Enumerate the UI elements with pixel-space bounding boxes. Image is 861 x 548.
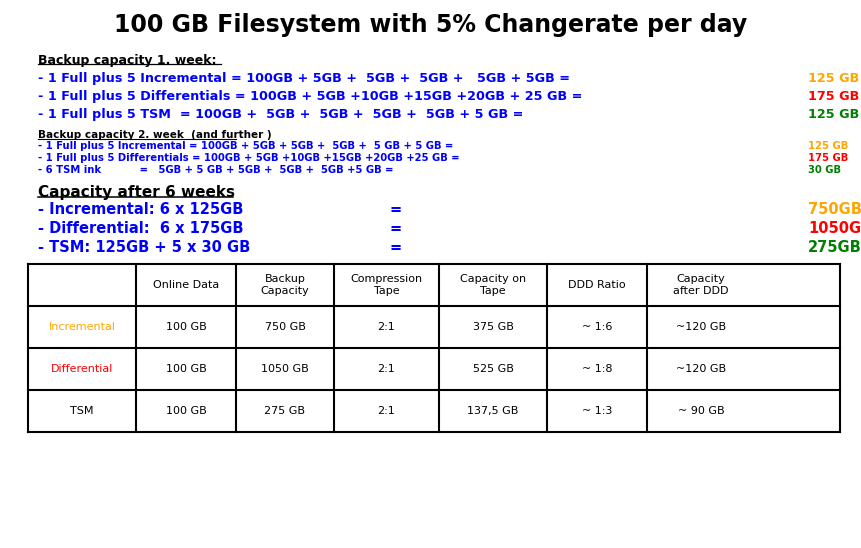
Text: 175 GB: 175 GB [807,90,858,103]
Text: 100 GB: 100 GB [165,364,206,374]
Text: 2:1: 2:1 [377,322,395,332]
Text: 125 GB: 125 GB [807,72,858,85]
Text: TSM: TSM [70,406,94,416]
Text: 100 GB: 100 GB [165,406,206,416]
Text: Online Data: Online Data [152,280,219,290]
Text: =: = [389,240,402,255]
Text: 375 GB: 375 GB [472,322,513,332]
Text: - 1 Full plus 5 Incremental = 100GB + 5GB +  5GB +  5GB +   5GB + 5GB =: - 1 Full plus 5 Incremental = 100GB + 5G… [38,72,573,85]
Text: 2:1: 2:1 [377,364,395,374]
Text: Compression
Tape: Compression Tape [350,274,422,296]
Text: Backup capacity 1. week:: Backup capacity 1. week: [38,54,216,67]
Text: 100 GB: 100 GB [165,322,206,332]
Text: - Differential:  6 x 175GB: - Differential: 6 x 175GB [38,221,243,236]
Text: 137,5 GB: 137,5 GB [467,406,518,416]
Text: 525 GB: 525 GB [472,364,513,374]
Text: 1050GB: 1050GB [807,221,861,236]
Text: 125 GB: 125 GB [807,108,858,121]
Text: 275 GB: 275 GB [264,406,305,416]
Text: 750 GB: 750 GB [264,322,305,332]
Text: ~120 GB: ~120 GB [675,364,725,374]
Text: =: = [389,202,402,217]
Text: 750GB: 750GB [807,202,861,217]
Text: - 1 Full plus 5 Differentials = 100GB + 5GB +10GB +15GB +20GB +25 GB =: - 1 Full plus 5 Differentials = 100GB + … [38,153,462,163]
Text: Backup capacity 2. week  (and further ): Backup capacity 2. week (and further ) [38,130,271,140]
Text: ~ 1:3: ~ 1:3 [581,406,611,416]
Text: Capacity after 6 weeks: Capacity after 6 weeks [38,185,235,200]
Text: 1050 GB: 1050 GB [261,364,308,374]
Text: ~ 1:8: ~ 1:8 [581,364,611,374]
Text: 175 GB: 175 GB [807,153,847,163]
Text: ~120 GB: ~120 GB [675,322,725,332]
Text: - 1 Full plus 5 TSM  = 100GB +  5GB +  5GB +  5GB +  5GB + 5 GB =: - 1 Full plus 5 TSM = 100GB + 5GB + 5GB … [38,108,527,121]
Text: Backup
Capacity: Backup Capacity [260,274,309,296]
Text: 2:1: 2:1 [377,406,395,416]
Text: Differential: Differential [51,364,113,374]
Text: - TSM: 125GB + 5 x 30 GB: - TSM: 125GB + 5 x 30 GB [38,240,250,255]
Text: =: = [389,221,402,236]
Text: ~ 90 GB: ~ 90 GB [677,406,723,416]
Text: Capacity on
Tape: Capacity on Tape [460,274,525,296]
Text: - Incremental: 6 x 125GB: - Incremental: 6 x 125GB [38,202,243,217]
Text: Capacity
after DDD: Capacity after DDD [672,274,728,296]
Text: 30 GB: 30 GB [807,165,840,175]
Text: ~ 1:6: ~ 1:6 [581,322,611,332]
Text: - 6 TSM ink           =   5GB + 5 GB + 5GB +  5GB +  5GB +5 GB =: - 6 TSM ink = 5GB + 5 GB + 5GB + 5GB + 5… [38,165,396,175]
Text: 275GB: 275GB [807,240,861,255]
Text: 100 GB Filesystem with 5% Changerate per day: 100 GB Filesystem with 5% Changerate per… [115,13,746,37]
Text: - 1 Full plus 5 Incremental = 100GB + 5GB + 5GB +  5GB +  5 GB + 5 GB =: - 1 Full plus 5 Incremental = 100GB + 5G… [38,141,456,151]
Text: Incremental: Incremental [48,322,115,332]
Text: 125 GB: 125 GB [807,141,847,151]
Text: - 1 Full plus 5 Differentials = 100GB + 5GB +10GB +15GB +20GB + 25 GB =: - 1 Full plus 5 Differentials = 100GB + … [38,90,586,103]
Text: DDD Ratio: DDD Ratio [567,280,625,290]
